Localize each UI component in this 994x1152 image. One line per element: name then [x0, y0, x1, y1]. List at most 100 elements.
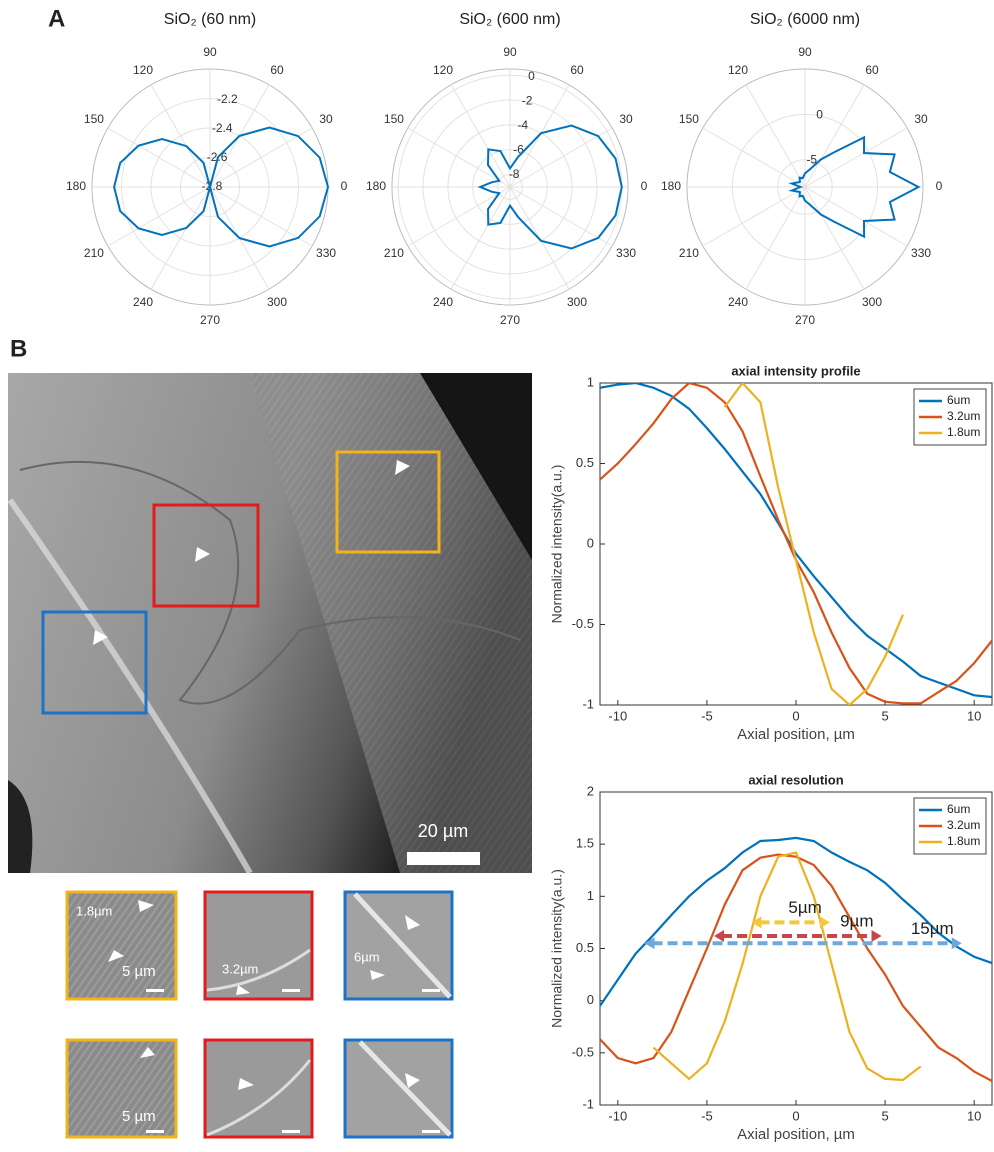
y-tick-label: 1.5: [576, 836, 594, 851]
r-tick-label: 0: [816, 108, 823, 122]
spoke: [805, 187, 864, 289]
theta-tick-label: 90: [203, 45, 217, 59]
x-axis-label: Axial position, µm: [737, 726, 855, 743]
micrograph: 20 µm: [8, 373, 532, 873]
theta-tick-label: 90: [503, 45, 517, 59]
theta-tick-label: 330: [616, 246, 636, 260]
y-tick-label: -0.5: [572, 1044, 594, 1059]
scale-bar-label: 20 µm: [418, 821, 468, 841]
chart-title: axial intensity profile: [731, 363, 860, 378]
annotation-label: 15µm: [911, 919, 954, 938]
inset-label: 6µm: [354, 949, 380, 964]
theta-tick-label: 60: [865, 63, 879, 77]
theta-tick-label: 120: [433, 63, 453, 77]
r-tick-label: -2.2: [217, 92, 238, 106]
annotation-label: 5µm: [788, 898, 821, 917]
theta-tick-label: 240: [433, 295, 453, 309]
spoke: [703, 187, 805, 246]
theta-tick-label: 120: [728, 63, 748, 77]
inset-label: 5 µm: [122, 963, 156, 980]
spoke: [746, 187, 805, 289]
y-tick-label: 1: [587, 374, 594, 389]
x-tick-label: -10: [608, 1108, 627, 1123]
y-tick-label: 0.5: [576, 455, 594, 470]
spoke: [703, 128, 805, 187]
legend-label: 3.2um: [947, 409, 980, 423]
theta-tick-label: 150: [679, 112, 699, 126]
theta-tick-label: 330: [911, 246, 931, 260]
x-tick-label: -10: [608, 708, 627, 723]
spoke: [746, 85, 805, 187]
inset-label: 1.8µm: [76, 903, 112, 918]
inset-label: 5 µm: [122, 1108, 156, 1125]
y-tick-label: -0.5: [572, 616, 594, 631]
theta-tick-label: 90: [798, 45, 812, 59]
legend-label: 1.8um: [947, 834, 980, 848]
theta-tick-label: 300: [567, 295, 587, 309]
theta-tick-label: 180: [66, 179, 86, 193]
theta-tick-label: 210: [384, 246, 404, 260]
theta-tick-label: 150: [384, 112, 404, 126]
theta-tick-label: 60: [270, 63, 284, 77]
series-line: [725, 383, 903, 705]
chart-title: axial resolution: [748, 772, 843, 787]
theta-tick-label: 240: [133, 295, 153, 309]
theta-tick-label: 30: [914, 112, 928, 126]
y-tick-label: 0: [587, 535, 594, 550]
chart-title: SiO₂ (600 nm): [459, 11, 560, 28]
panel-label: B: [10, 335, 27, 362]
r-tick-label: -6: [513, 142, 524, 156]
insets: 1.8µm 5 µm 3.2µm 6µm 5 µm: [67, 892, 452, 1137]
theta-tick-label: 270: [795, 313, 815, 327]
y-axis-label: Normalized intensity(a.u.): [549, 465, 565, 624]
y-tick-label: 0.5: [576, 940, 594, 955]
theta-tick-label: 300: [862, 295, 882, 309]
x-tick-label: 10: [967, 1108, 981, 1123]
theta-tick-label: 0: [936, 179, 943, 193]
r-tick-label: -2: [522, 94, 533, 108]
legend-label: 1.8um: [947, 425, 980, 439]
theta-tick-label: 330: [316, 246, 336, 260]
theta-tick-label: 150: [84, 112, 104, 126]
chart-title: SiO₂ (60 nm): [164, 11, 256, 28]
r-tick-label: -2.4: [212, 121, 233, 135]
theta-tick-label: 300: [267, 295, 287, 309]
x-tick-label: -5: [701, 1108, 713, 1123]
theta-tick-label: 60: [570, 63, 584, 77]
theta-tick-label: 270: [200, 313, 220, 327]
spoke: [805, 128, 907, 187]
inset-label: 3.2µm: [222, 961, 258, 976]
theta-tick-label: 0: [341, 179, 348, 193]
chart-title: SiO₂ (6000 nm): [750, 11, 860, 28]
x-tick-label: 0: [792, 708, 799, 723]
r-tick-label: -4: [517, 118, 528, 132]
y-tick-label: 0: [587, 992, 594, 1007]
theta-tick-label: 240: [728, 295, 748, 309]
x-tick-label: 0: [792, 1108, 799, 1123]
legend-label: 6um: [947, 393, 970, 407]
theta-tick-label: 210: [679, 246, 699, 260]
theta-tick-label: 30: [319, 112, 333, 126]
theta-tick-label: 210: [84, 246, 104, 260]
x-axis-label: Axial position, µm: [737, 1126, 855, 1143]
legend-label: 6um: [947, 802, 970, 816]
series-line: [600, 855, 992, 1081]
r-tick-label: 0: [528, 69, 535, 83]
theta-tick-label: 0: [641, 179, 648, 193]
x-tick-label: 10: [967, 708, 981, 723]
spoke: [805, 187, 907, 246]
x-tick-label: 5: [881, 1108, 888, 1123]
y-tick-label: -1: [582, 1096, 594, 1111]
x-tick-label: -5: [701, 708, 713, 723]
theta-tick-label: 120: [133, 63, 153, 77]
figure: A B 20 µm 1.8µm 5 µm 3.2µm 6µm 5 µm SiO₂…: [0, 0, 994, 1152]
x-tick-label: 5: [881, 708, 888, 723]
theta-tick-label: 180: [366, 179, 386, 193]
theta-tick-label: 180: [661, 179, 681, 193]
y-axis-label: Normalized intensity(a.u.): [549, 869, 565, 1028]
panel-label: A: [48, 5, 65, 32]
y-tick-label: 1: [587, 888, 594, 903]
spoke: [805, 85, 864, 187]
y-tick-label: 2: [587, 783, 594, 798]
theta-tick-label: 270: [500, 313, 520, 327]
